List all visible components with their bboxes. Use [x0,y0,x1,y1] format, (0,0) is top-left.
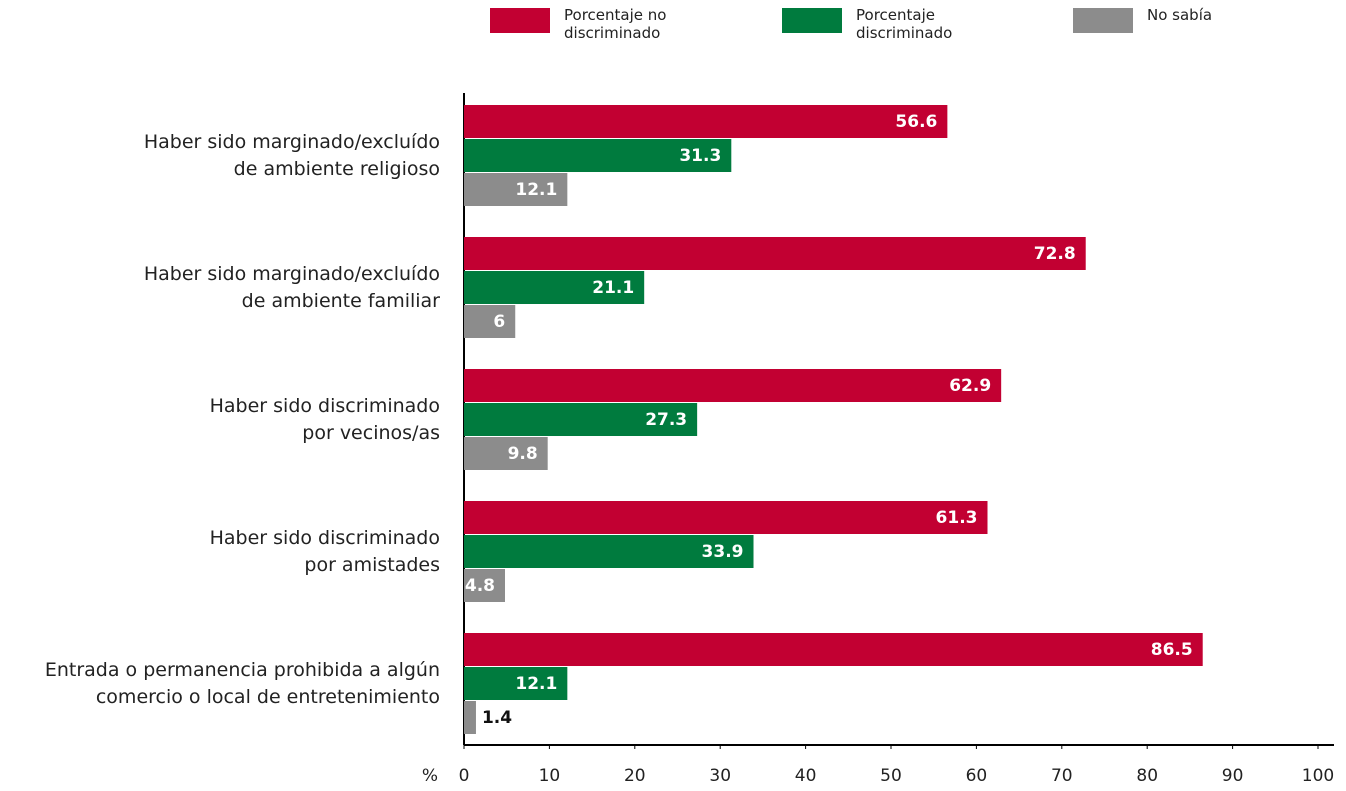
bar [464,237,1086,270]
x-tick-label: 10 [539,766,561,786]
x-tick-label: 40 [795,766,817,786]
category-label: por vecinos/as [302,422,440,444]
bar [464,701,476,734]
bar [464,271,645,304]
legend-label: Porcentaje discriminado [856,6,953,42]
bar [464,569,505,602]
bar [464,369,1002,402]
category-label: Haber sido marginado/excluído [144,131,440,153]
bar [464,105,948,138]
legend-label: Porcentaje no discriminado [564,6,667,42]
value-label: 1.4 [482,708,512,728]
bar [464,667,568,700]
category-label: Entrada o permanencia prohibida a algún [45,659,440,681]
category-label: Haber sido discriminado [210,395,440,417]
legend-item: Porcentaje discriminado [782,6,976,42]
x-tick-label: 0 [459,766,470,786]
value-label: 72.8 [1034,244,1076,264]
category-label: por amistades [304,554,440,576]
value-label: 4.8 [465,576,495,596]
x-tick-label: 60 [966,766,988,786]
bar [464,535,754,568]
legend-swatch [1073,8,1133,33]
value-label: 61.3 [936,508,978,528]
legend-item: Porcentaje no discriminado [490,6,684,42]
bar [464,437,548,470]
x-tick-label: 100 [1302,766,1334,786]
bar [464,633,1203,666]
value-label: 9.8 [508,444,538,464]
legend-item: No sabía [1073,6,1267,33]
value-label: 31.3 [679,146,721,166]
bar [464,173,568,206]
value-label: 21.1 [592,278,634,298]
category-label: Haber sido discriminado [210,527,440,549]
category-label: de ambiente religioso [234,158,440,180]
x-axis-label: % [422,766,438,786]
value-label: 33.9 [702,542,744,562]
x-tick-label: 50 [880,766,902,786]
category-label: Haber sido marginado/excluído [144,263,440,285]
bar [464,139,732,172]
category-label: comercio o local de entretenimiento [96,686,440,708]
bar [464,403,698,436]
x-tick-label: 90 [1222,766,1244,786]
value-label: 62.9 [949,376,991,396]
bar [464,305,516,338]
value-label: 27.3 [645,410,687,430]
value-label: 12.1 [515,674,557,694]
legend-swatch [490,8,550,33]
x-tick-label: 70 [1051,766,1073,786]
value-label: 6 [493,312,505,332]
value-label: 86.5 [1151,640,1193,660]
category-label: de ambiente familiar [242,290,441,312]
x-tick-label: 20 [624,766,646,786]
legend-swatch [782,8,842,33]
x-tick-label: 80 [1136,766,1158,786]
value-label: 12.1 [515,180,557,200]
bar [464,501,988,534]
legend-label: No sabía [1147,6,1213,24]
x-tick-label: 30 [709,766,731,786]
value-label: 56.6 [895,112,937,132]
